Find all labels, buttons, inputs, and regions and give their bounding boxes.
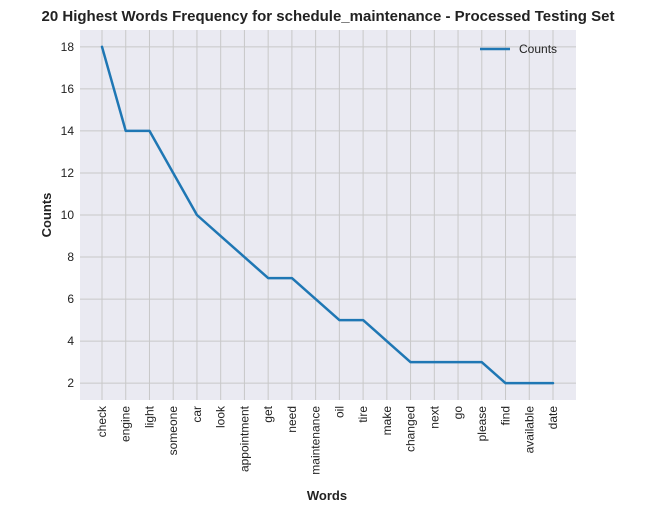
y-tick-label: 18 bbox=[61, 40, 75, 54]
y-tick-label: 14 bbox=[61, 124, 75, 138]
x-tick-label: appointment bbox=[237, 405, 251, 472]
x-tick-label: check bbox=[95, 405, 109, 437]
x-tick-label: someone bbox=[166, 406, 180, 456]
x-tick-label: get bbox=[261, 405, 275, 422]
series-line-counts bbox=[100, 45, 555, 385]
x-tick-label: tire bbox=[356, 406, 370, 423]
x-tick-label: please bbox=[475, 406, 489, 442]
x-tick-label: car bbox=[190, 406, 204, 423]
x-tick-label: maintenance bbox=[309, 406, 323, 475]
y-tick-labels: 2 4 6 8 10 12 14 16 18 bbox=[61, 40, 75, 390]
y-tick-label: 16 bbox=[61, 82, 75, 96]
legend: Counts bbox=[480, 42, 557, 56]
series-layer bbox=[100, 45, 555, 385]
x-tick-label: make bbox=[380, 406, 394, 436]
x-tick-label: go bbox=[451, 406, 465, 420]
y-tick-label: 6 bbox=[67, 292, 74, 306]
x-tick-label: changed bbox=[404, 406, 418, 452]
x-tick-label: light bbox=[142, 405, 156, 428]
y-tick-label: 4 bbox=[67, 334, 74, 348]
x-tick-label: need bbox=[285, 406, 299, 433]
x-tick-label: next bbox=[427, 405, 441, 428]
x-tick-label: oil bbox=[332, 406, 346, 418]
x-tick-label: available bbox=[522, 406, 536, 454]
x-tick-label: engine bbox=[119, 406, 133, 442]
y-tick-label: 8 bbox=[67, 250, 74, 264]
grid-lines bbox=[80, 30, 576, 400]
x-axis-label: Words bbox=[307, 488, 347, 503]
x-tick-label: find bbox=[499, 406, 513, 425]
y-axis-label: Counts bbox=[39, 193, 54, 238]
y-tick-label: 10 bbox=[61, 208, 75, 222]
x-tick-labels: check engine light someone car look appointmen… bbox=[95, 405, 560, 475]
chart-title: 20 Highest Words Frequency for schedule_… bbox=[42, 8, 615, 25]
y-tick-label: 12 bbox=[61, 166, 75, 180]
y-tick-label: 2 bbox=[67, 376, 74, 390]
x-tick-label: look bbox=[214, 405, 228, 428]
x-tick-label: date bbox=[546, 406, 560, 430]
legend-label-counts: Counts bbox=[519, 42, 557, 56]
